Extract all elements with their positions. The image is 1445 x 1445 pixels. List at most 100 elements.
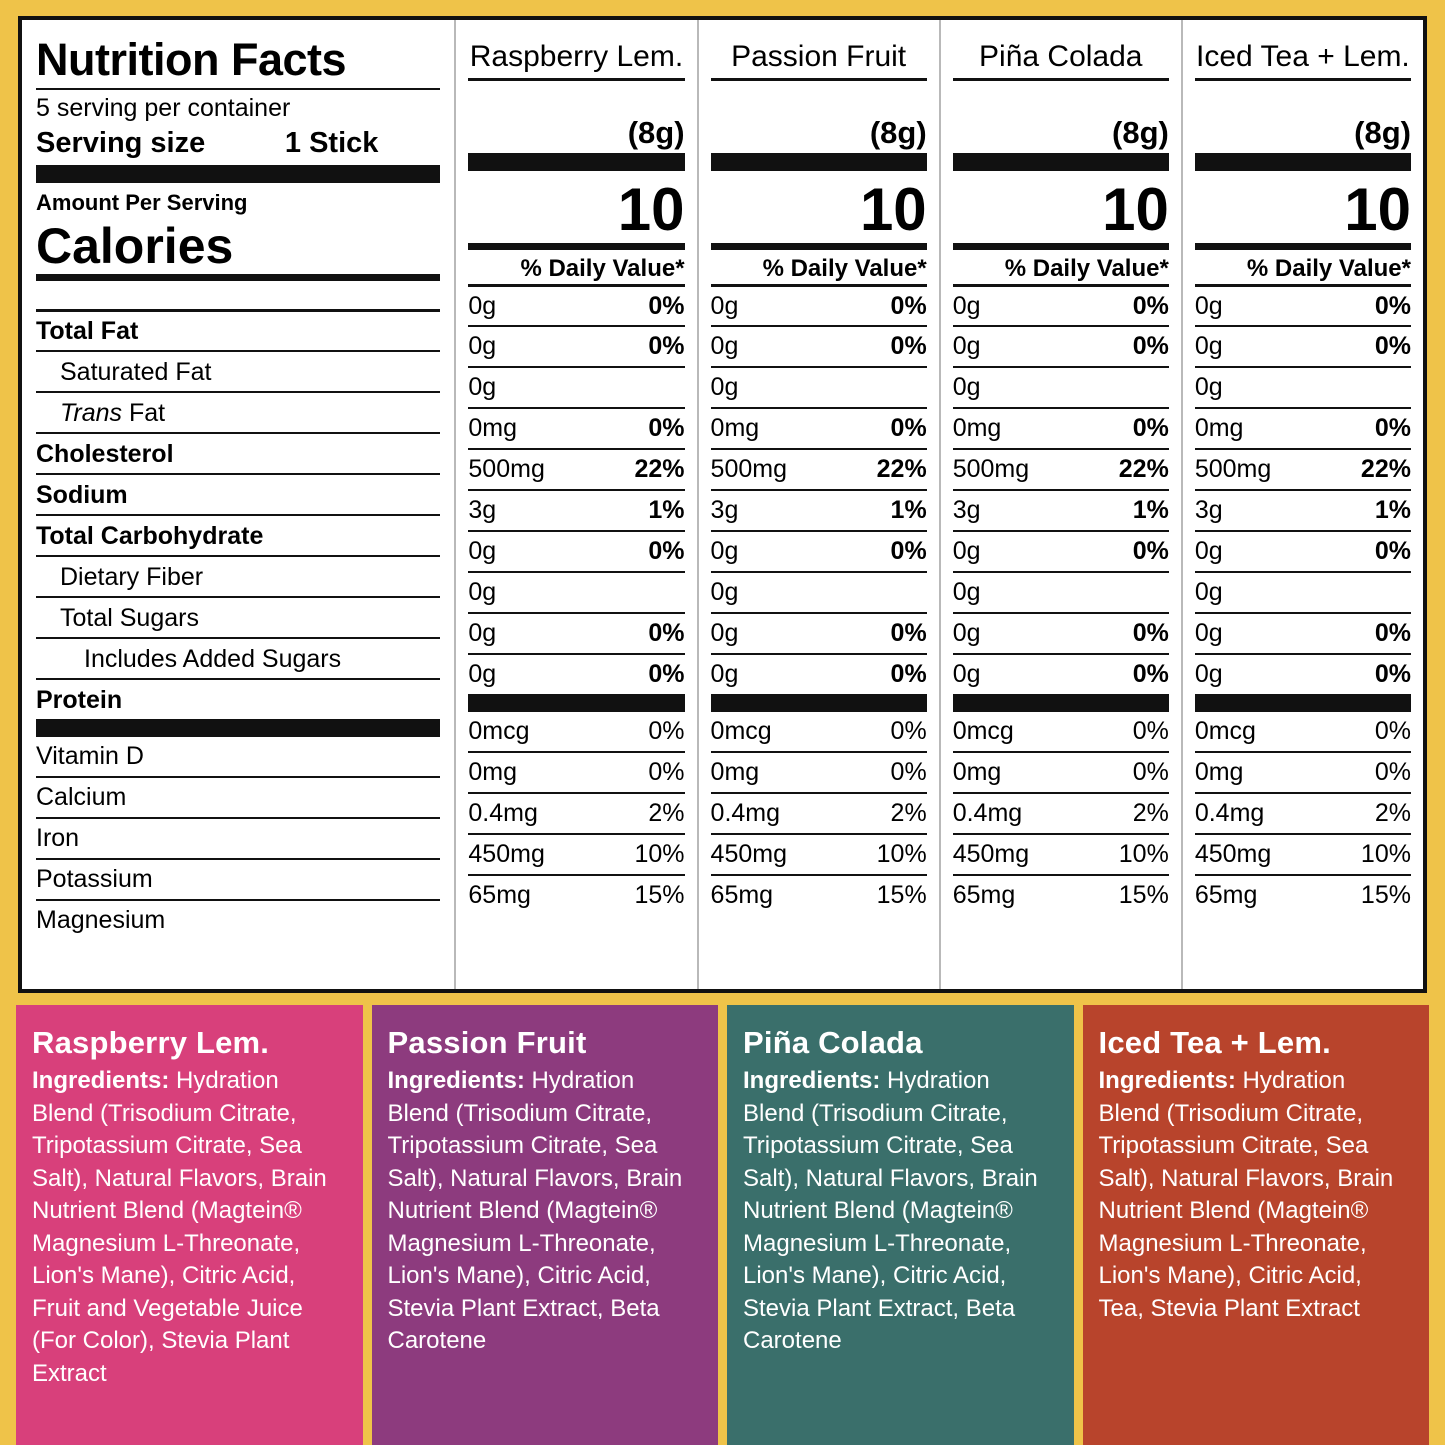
nutrient-name: Sodium <box>36 480 128 509</box>
micronutrient-percent: 15% <box>1118 881 1169 909</box>
nutrient-row-value: 0g 0% <box>1194 612 1411 653</box>
nutrient-percent: 0% <box>1374 332 1411 360</box>
micronutrient-amount: 65mg <box>952 881 1016 909</box>
nutrient-amount: 0g <box>710 291 739 320</box>
nutrient-percent: 1% <box>648 496 685 524</box>
nutrient-percent: 0% <box>648 660 685 688</box>
ingredient-card-title: Raspberry Lem. <box>32 1025 270 1060</box>
nutrient-row-label: Cholesterol <box>36 432 441 473</box>
nutrient-percent: 0% <box>648 414 685 442</box>
micronutrient-percent: 0% <box>1374 758 1411 786</box>
micronutrient-amount: 65mg <box>710 881 774 909</box>
nutrient-percent: 0% <box>1132 660 1169 688</box>
nutrient-amount: 0g <box>1194 578 1223 606</box>
nutrient-value-list: 0g 0% 0g 0% 0g 0mg 0% 500mg 22% 3g 1% 0g 0% 0g 0g 0% 0g 0… <box>1194 284 1411 694</box>
divider <box>952 78 1169 81</box>
micronutrient-percent: 0% <box>890 758 927 786</box>
column-flavor-header: Piña Colada <box>979 40 1143 73</box>
nutrient-row-value: 0mg 0% <box>952 407 1169 448</box>
nutrient-row-value: 0g 0% <box>468 325 685 366</box>
micronutrient-row-value: 0.4mg 2% <box>1194 792 1411 833</box>
nutrient-amount: 0g <box>1194 291 1223 320</box>
nutrient-amount: 0g <box>1194 537 1223 565</box>
ingredient-card: Iced Tea + Lem. Ingredients: Hydration Bl… <box>1082 1005 1429 1445</box>
nutrient-name: Cholesterol <box>36 439 174 468</box>
nutrient-row-value: 0g 0% <box>1194 325 1411 366</box>
micronutrient-amount: 450mg <box>952 840 1030 868</box>
divider-thick <box>468 153 685 171</box>
micronutrient-row-label: Potassium <box>36 858 441 899</box>
divider-thick <box>1194 153 1411 171</box>
micronutrient-amount: 65mg <box>1194 881 1258 909</box>
nutrient-amount: 0g <box>1194 332 1223 360</box>
nutrient-amount: 0g <box>468 291 497 320</box>
nutrient-value-list: 0g 0% 0g 0% 0g 0mg 0% 500mg 22% 3g 1% 0g 0% 0g 0g 0% 0g 0… <box>710 284 927 694</box>
nutrient-row-label: Trans Fat <box>36 391 441 432</box>
micronutrient-name: Potassium <box>36 865 153 893</box>
micronutrient-percent: 0% <box>648 758 685 786</box>
nutrient-row-value: 0mg 0% <box>468 407 685 448</box>
serving-size-value: 1 Stick <box>284 127 379 159</box>
nutrient-amount: 0g <box>952 537 981 565</box>
nutrient-row-value: 0g <box>468 366 685 407</box>
nutrient-row-value: 0g 0% <box>952 653 1169 694</box>
divider-medium <box>1194 243 1411 250</box>
nutrient-amount: 3g <box>710 496 739 524</box>
nutrient-percent: 0% <box>648 291 685 320</box>
nutrient-percent: 0% <box>890 619 927 647</box>
nutrient-amount: 0g <box>1194 619 1223 647</box>
nutrient-amount: 500mg <box>468 455 545 483</box>
nutrient-row-value: 0g <box>1194 366 1411 407</box>
micronutrient-percent: 10% <box>1360 840 1411 868</box>
micronutrient-percent: 10% <box>876 840 927 868</box>
nutrient-amount: 3g <box>468 496 497 524</box>
micronutrient-row-value: 65mg 15% <box>952 874 1169 915</box>
nutrient-amount: 0mg <box>468 414 518 442</box>
nutrient-row-value: 0mg 0% <box>1194 407 1411 448</box>
nutrient-row-value: 0g <box>1194 571 1411 612</box>
micronutrient-row-value: 0.4mg 2% <box>952 792 1169 833</box>
micronutrient-percent: 0% <box>1374 717 1411 745</box>
ingredient-card: Piña Colada Ingredients: Hydration Blend … <box>727 1005 1074 1445</box>
micronutrient-amount: 0mg <box>952 758 1002 786</box>
nutrient-row-label: Total Carbohydrate <box>36 514 441 555</box>
nutrient-percent: 0% <box>1374 414 1411 442</box>
nutrient-row-value: 0g <box>710 571 927 612</box>
micronutrient-name: Calcium <box>36 783 127 811</box>
nutrient-row-value: 0g 0% <box>710 325 927 366</box>
nutrient-row-value: 0g 0% <box>1194 530 1411 571</box>
micronutrient-divider-bar <box>952 694 1169 710</box>
micronutrient-amount: 0.4mg <box>952 799 1023 827</box>
serving-size-label: Serving size <box>36 127 206 159</box>
daily-value-header: % Daily Value* <box>1004 255 1169 282</box>
micronutrient-row-label: Calcium <box>36 776 441 817</box>
micronutrient-row-value: 0mcg 0% <box>710 710 927 751</box>
nutrient-name: Includes Added Sugars <box>84 644 342 673</box>
nutrient-amount: 0g <box>952 660 981 688</box>
daily-value-header: % Daily Value* <box>1246 255 1411 282</box>
nutrient-amount: 0g <box>710 332 739 360</box>
micronutrient-percent: 2% <box>648 799 685 827</box>
micronutrient-row-label: Vitamin D <box>36 735 441 776</box>
micronutrient-value-list: 0mcg 0% 0mg 0% 0.4mg 2% 450mg 10% 65mg 15% <box>952 710 1169 915</box>
micronutrient-divider-bar <box>468 694 685 710</box>
micronutrient-percent: 0% <box>890 717 927 745</box>
nutrient-amount: 500mg <box>952 455 1030 483</box>
micronutrient-row-value: 0mcg 0% <box>952 710 1169 751</box>
nutrient-amount: 0g <box>710 578 739 606</box>
nutrient-percent: 0% <box>1132 332 1169 360</box>
nutrient-value-list: 0g 0% 0g 0% 0g 0mg 0% 500mg 22% 3g 1% 0g 0% 0g 0g 0% 0g 0… <box>952 284 1169 694</box>
nutrient-percent: 0% <box>1132 291 1169 320</box>
nutrient-amount: 0g <box>952 332 981 360</box>
nutrient-percent: 0% <box>648 332 685 360</box>
nutrient-row-value: 0g 0% <box>710 653 927 694</box>
micronutrient-percent: 10% <box>634 840 685 868</box>
nutrient-percent: 0% <box>890 660 927 688</box>
nutrient-row-label: Saturated Fat <box>36 350 441 391</box>
nutrient-amount: 0g <box>468 332 497 360</box>
nutrient-row-value: 0g <box>952 366 1169 407</box>
nutrient-name: Dietary Fiber <box>60 562 204 591</box>
calories-label: Calories <box>36 218 234 274</box>
serving-grams: (8g) <box>1112 115 1169 150</box>
nutrient-row-value: 0g 0% <box>468 284 685 325</box>
